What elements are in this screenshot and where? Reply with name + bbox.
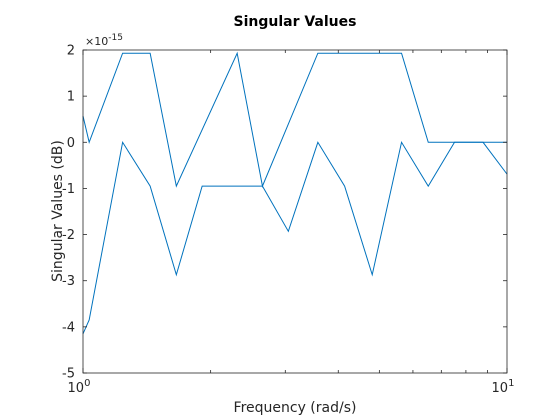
series-line-2 (82, 140, 508, 334)
x-axis-label: Frequency (rad/s) (234, 400, 357, 416)
y-tick-label: 0 (67, 136, 75, 151)
y-tick-label: 1 (67, 90, 75, 105)
series-line-1 (82, 51, 507, 188)
series-layer (82, 51, 508, 334)
y-tick-label: -2 (62, 228, 75, 243)
y-axis-label: Singular Values (dB) (50, 140, 66, 282)
x-tick-label: 101 (492, 378, 515, 396)
y-tick-label: 2 (67, 44, 75, 59)
y-tick-label: -3 (62, 274, 75, 289)
y-tick-label: -5 (62, 367, 75, 382)
axes-box (82, 49, 508, 374)
y-tick-label: -1 (62, 182, 75, 197)
y-tick-label: -4 (62, 320, 75, 335)
chart-title: Singular Values (234, 14, 357, 30)
x-ticks: 100 101 (68, 50, 515, 396)
y-multiplier-label: ×10-15 (85, 33, 123, 48)
y-ticks: -5 -4 -3 -2 -1 0 1 2 (62, 44, 507, 382)
x-tick-label: 100 (68, 378, 91, 396)
